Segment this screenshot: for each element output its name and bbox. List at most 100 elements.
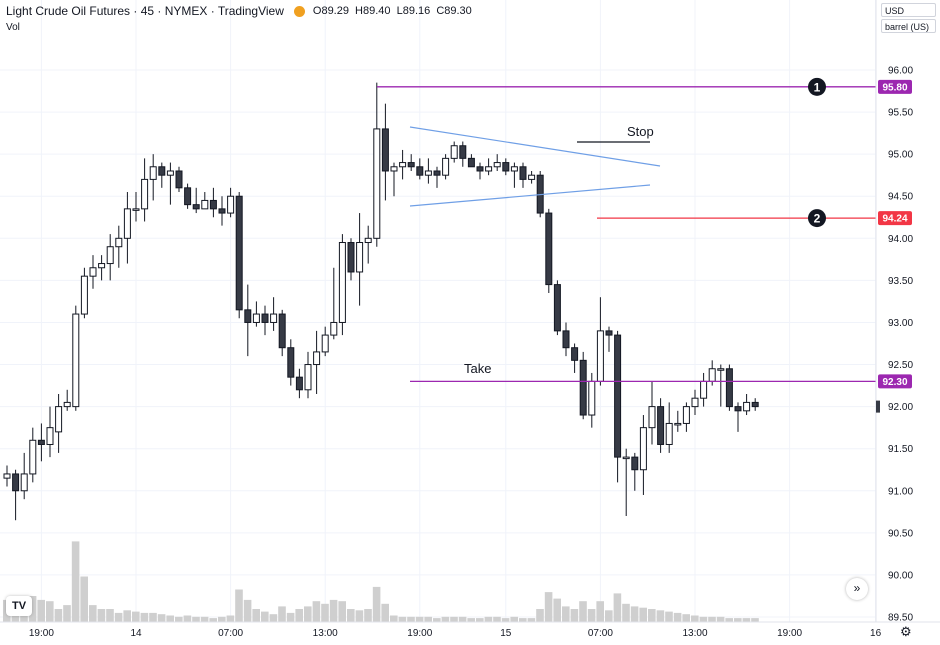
candle: [416, 166, 424, 176]
volume-bar: [123, 610, 131, 622]
volume-bar: [622, 603, 630, 622]
time-axis: 19:00 14 07:00 13:00 19:00 15 07:00 13:00 19:00 1…: [0, 621, 940, 639]
volume-bar: [243, 599, 252, 622]
volume-bar: [725, 618, 733, 622]
tradingview-logo-icon[interactable]: TV: [6, 596, 32, 616]
time-tick-label: 14: [130, 628, 142, 639]
candle: [313, 351, 321, 366]
candle: [338, 242, 346, 323]
price-label: 94.24: [882, 214, 907, 225]
volume-bar: [261, 611, 269, 622]
volume-bar: [527, 618, 536, 622]
candle: [579, 359, 587, 416]
volume-bar: [347, 609, 355, 622]
volume-bar: [372, 586, 381, 622]
candle: [407, 162, 415, 168]
currency-select[interactable]: USD: [881, 3, 936, 17]
volume-bar: [570, 609, 579, 622]
volume-bar: [493, 616, 501, 622]
volume-bar: [71, 541, 80, 622]
price-tick-label: 94.00: [888, 234, 913, 245]
volume-bar: [742, 618, 751, 622]
volume-bar: [398, 616, 407, 622]
volume-bar: [364, 609, 372, 622]
price-tick-label: 89.50: [888, 613, 913, 624]
time-tick-label: 19:00: [29, 628, 54, 639]
volume-bar: [433, 618, 441, 622]
last-price-marker: [876, 400, 880, 413]
volume-bar: [579, 601, 587, 622]
candle: [304, 364, 312, 391]
volume-bar: [415, 616, 424, 622]
candle: [175, 170, 183, 189]
volume-bar: [751, 618, 759, 622]
candle: [347, 242, 355, 273]
volume-bar: [295, 609, 303, 622]
candle: [545, 212, 553, 286]
candle: [691, 397, 699, 408]
symbol-title[interactable]: Light Crude Oil Futures · 45 · NYMEX · T…: [6, 4, 284, 18]
volume-bar: [519, 618, 527, 622]
candle: [37, 439, 45, 445]
candle: [98, 263, 106, 269]
candle: [614, 334, 622, 458]
price-tick-label: 92.00: [888, 402, 913, 413]
candle: [596, 330, 604, 382]
candle: [141, 178, 149, 210]
volume-bar: [192, 616, 200, 622]
volume-bar: [114, 612, 123, 622]
volume-bar: [562, 606, 570, 622]
candle: [734, 406, 742, 412]
price-tick-label: 91.00: [888, 486, 913, 497]
candle: [743, 401, 751, 412]
candle: [485, 166, 493, 172]
price-tick-label: 92.50: [888, 360, 913, 371]
volume-bar: [218, 616, 226, 622]
marker-number: 1: [814, 80, 821, 94]
candle: [648, 406, 656, 429]
volume-bars: [3, 541, 759, 622]
volume-bar: [183, 615, 192, 622]
candle: [356, 242, 364, 273]
volume-bar: [321, 603, 329, 622]
candle: [631, 456, 639, 471]
candle: [700, 380, 708, 399]
candles: [3, 82, 759, 521]
drawings: Stop Take 1 2: [377, 77, 876, 383]
volume-bar: [613, 593, 622, 622]
volume-label[interactable]: Vol: [6, 22, 20, 33]
candle: [63, 401, 71, 408]
candle: [665, 422, 673, 445]
candle: [751, 401, 759, 408]
gear-icon[interactable]: ⚙: [900, 624, 912, 639]
volume-bar: [269, 614, 278, 622]
price-label-bg: [878, 79, 912, 94]
candle: [261, 313, 269, 323]
volume-bar: [63, 605, 71, 622]
candle: [467, 157, 475, 168]
candle: [502, 162, 510, 172]
candle: [321, 334, 329, 353]
volume-bar: [226, 615, 235, 622]
candle: [158, 166, 166, 176]
open-value: O89.29: [312, 5, 349, 17]
price-tick-label: 90.00: [888, 570, 913, 581]
volume-bar: [716, 616, 725, 622]
close-value: C89.30: [436, 5, 472, 17]
volume-bar: [235, 589, 243, 622]
volume-bar: [37, 599, 45, 622]
candle: [244, 309, 252, 323]
volume-bar: [106, 609, 114, 622]
time-tick-label: 13:00: [313, 628, 338, 639]
candle: [390, 166, 398, 172]
candle: [235, 195, 243, 311]
volume-bar: [381, 603, 389, 622]
price-tick-label: 95.50: [888, 108, 913, 119]
unit-select[interactable]: barrel (US): [881, 19, 936, 33]
volume-bar: [510, 616, 518, 622]
double-chevron-right-icon[interactable]: »: [846, 578, 868, 600]
volume-bar: [596, 601, 604, 622]
low-value: L89.16: [396, 5, 431, 17]
candle: [12, 473, 20, 492]
